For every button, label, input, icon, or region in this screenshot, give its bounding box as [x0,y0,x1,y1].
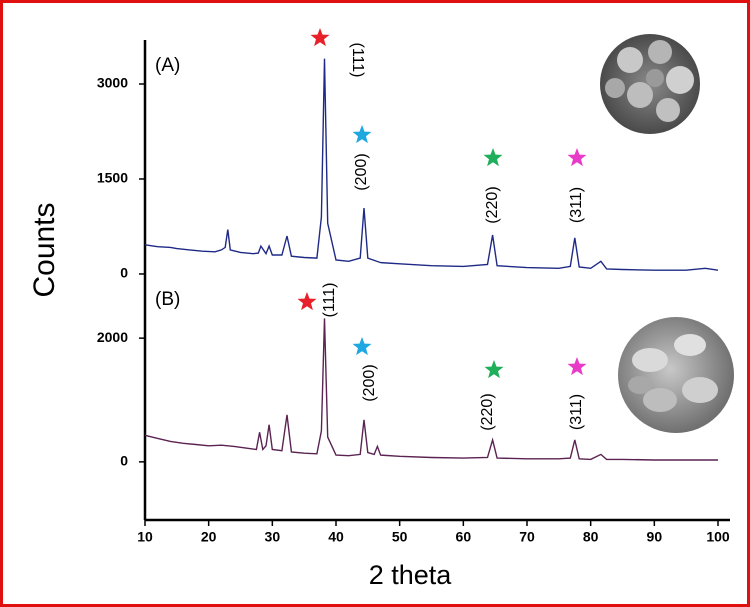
panel-label: (A) [155,55,180,76]
peak-star [484,360,504,379]
x-tick-label: 30 [265,529,281,545]
y-tick-label: 1500 [97,170,128,186]
peak-label: (220) [479,393,496,430]
peak-label: (111) [321,283,338,318]
peak-star [352,337,372,356]
peak-label: (111) [349,43,366,78]
peak-label: (200) [353,153,370,190]
line-series [144,58,719,271]
peak-star [483,148,503,167]
x-tick-label: 70 [519,529,535,545]
peak-star [352,125,372,144]
x-tick-label: 40 [328,529,344,545]
x-tick-label: 60 [456,529,472,545]
x-tick-label: 50 [392,529,408,545]
peak-label: (311) [568,187,585,223]
y-axis-label: Counts [28,202,61,297]
x-axis-label: 2 theta [369,560,453,590]
line-series [144,318,718,461]
peak-star [310,28,330,47]
x-tick-label: 90 [647,529,663,545]
peak-label: (220) [484,186,501,223]
x-tick-label: 10 [137,529,153,545]
panel-label: (B) [155,289,180,310]
y-tick-label: 3000 [97,75,128,91]
peak-label: (311) [568,394,585,430]
inset-image-b [618,317,734,433]
x-tick-label: 20 [201,529,217,545]
inset-image-a [600,34,700,134]
peak-star [297,292,317,311]
x-tick-label: 100 [706,529,730,545]
x-tick-label: 80 [583,529,599,545]
y-tick-label: 0 [120,453,128,469]
peak-star [567,148,587,167]
peak-star [567,357,587,376]
y-tick-label: 0 [120,265,128,281]
y-tick-label: 2000 [97,329,128,345]
peak-label: (200) [361,364,378,401]
